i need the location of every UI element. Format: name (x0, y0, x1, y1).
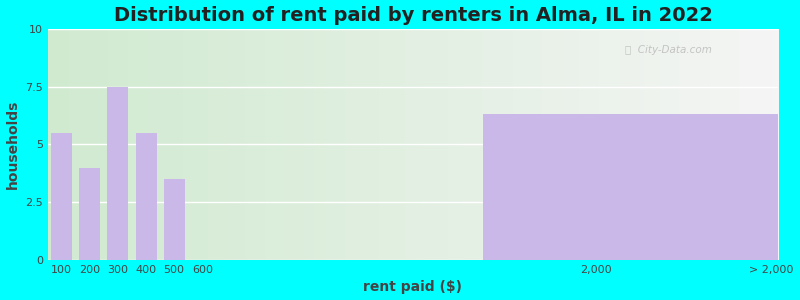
Bar (107, 87, 129, 260)
Bar (51, 133, 72, 260)
X-axis label: rent paid ($): rent paid ($) (363, 280, 462, 294)
Bar (135, 133, 157, 260)
Text: ⓘ  City-Data.com: ⓘ City-Data.com (625, 45, 712, 55)
Y-axis label: households: households (6, 100, 19, 189)
Bar (483, 114, 778, 260)
Bar (79, 168, 101, 260)
Bar (164, 179, 185, 260)
Title: Distribution of rent paid by renters in Alma, IL in 2022: Distribution of rent paid by renters in … (114, 6, 713, 25)
